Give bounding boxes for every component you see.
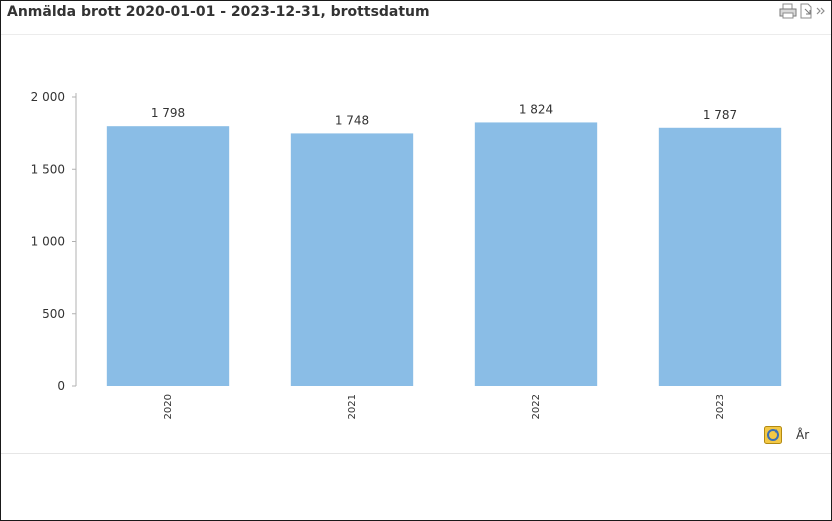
chevron-double-right-icon[interactable]: [815, 3, 827, 19]
x-axis-title: År: [796, 428, 810, 442]
y-tick-label: 1 000: [31, 235, 65, 249]
export-icon[interactable]: [799, 3, 813, 19]
printer-icon[interactable]: [779, 3, 797, 19]
data-label-2023: 1 787: [703, 108, 737, 122]
y-tick-label: 0: [57, 379, 65, 393]
bars: [106, 122, 782, 387]
data-label-2021: 1 748: [335, 113, 369, 127]
bottom-divider: [1, 453, 831, 454]
bar-2023[interactable]: [658, 127, 782, 386]
y-tick-label: 500: [42, 307, 65, 321]
x-tick-label-2021: 2021: [347, 394, 358, 419]
data-label-2022: 1 824: [519, 102, 553, 116]
bar-2020[interactable]: [106, 126, 230, 387]
title-divider: [1, 34, 831, 35]
y-tick-label: 2 000: [31, 90, 65, 104]
data-labels: 1 798 1 748 1 824 1 787: [151, 102, 737, 127]
y-axis: 0 500 1 000 1 500 2 000: [31, 90, 77, 393]
bar-2022[interactable]: [474, 122, 598, 386]
x-axis-title-group: År: [764, 426, 809, 444]
caption-toolbar: [779, 3, 827, 19]
y-tick-label: 1 500: [31, 162, 65, 176]
x-tick-label-2022: 2022: [531, 394, 542, 419]
chart-title: Anmälda brott 2020-01-01 - 2023-12-31, b…: [7, 4, 430, 20]
x-axis: 2020 2021 2022 2023: [163, 394, 726, 419]
bar-2021[interactable]: [290, 133, 414, 386]
x-tick-label-2020: 2020: [163, 394, 174, 419]
x-tick-label-2023: 2023: [715, 394, 726, 419]
cycle-dimension-icon[interactable]: [764, 426, 782, 444]
data-label-2020: 1 798: [151, 106, 185, 120]
